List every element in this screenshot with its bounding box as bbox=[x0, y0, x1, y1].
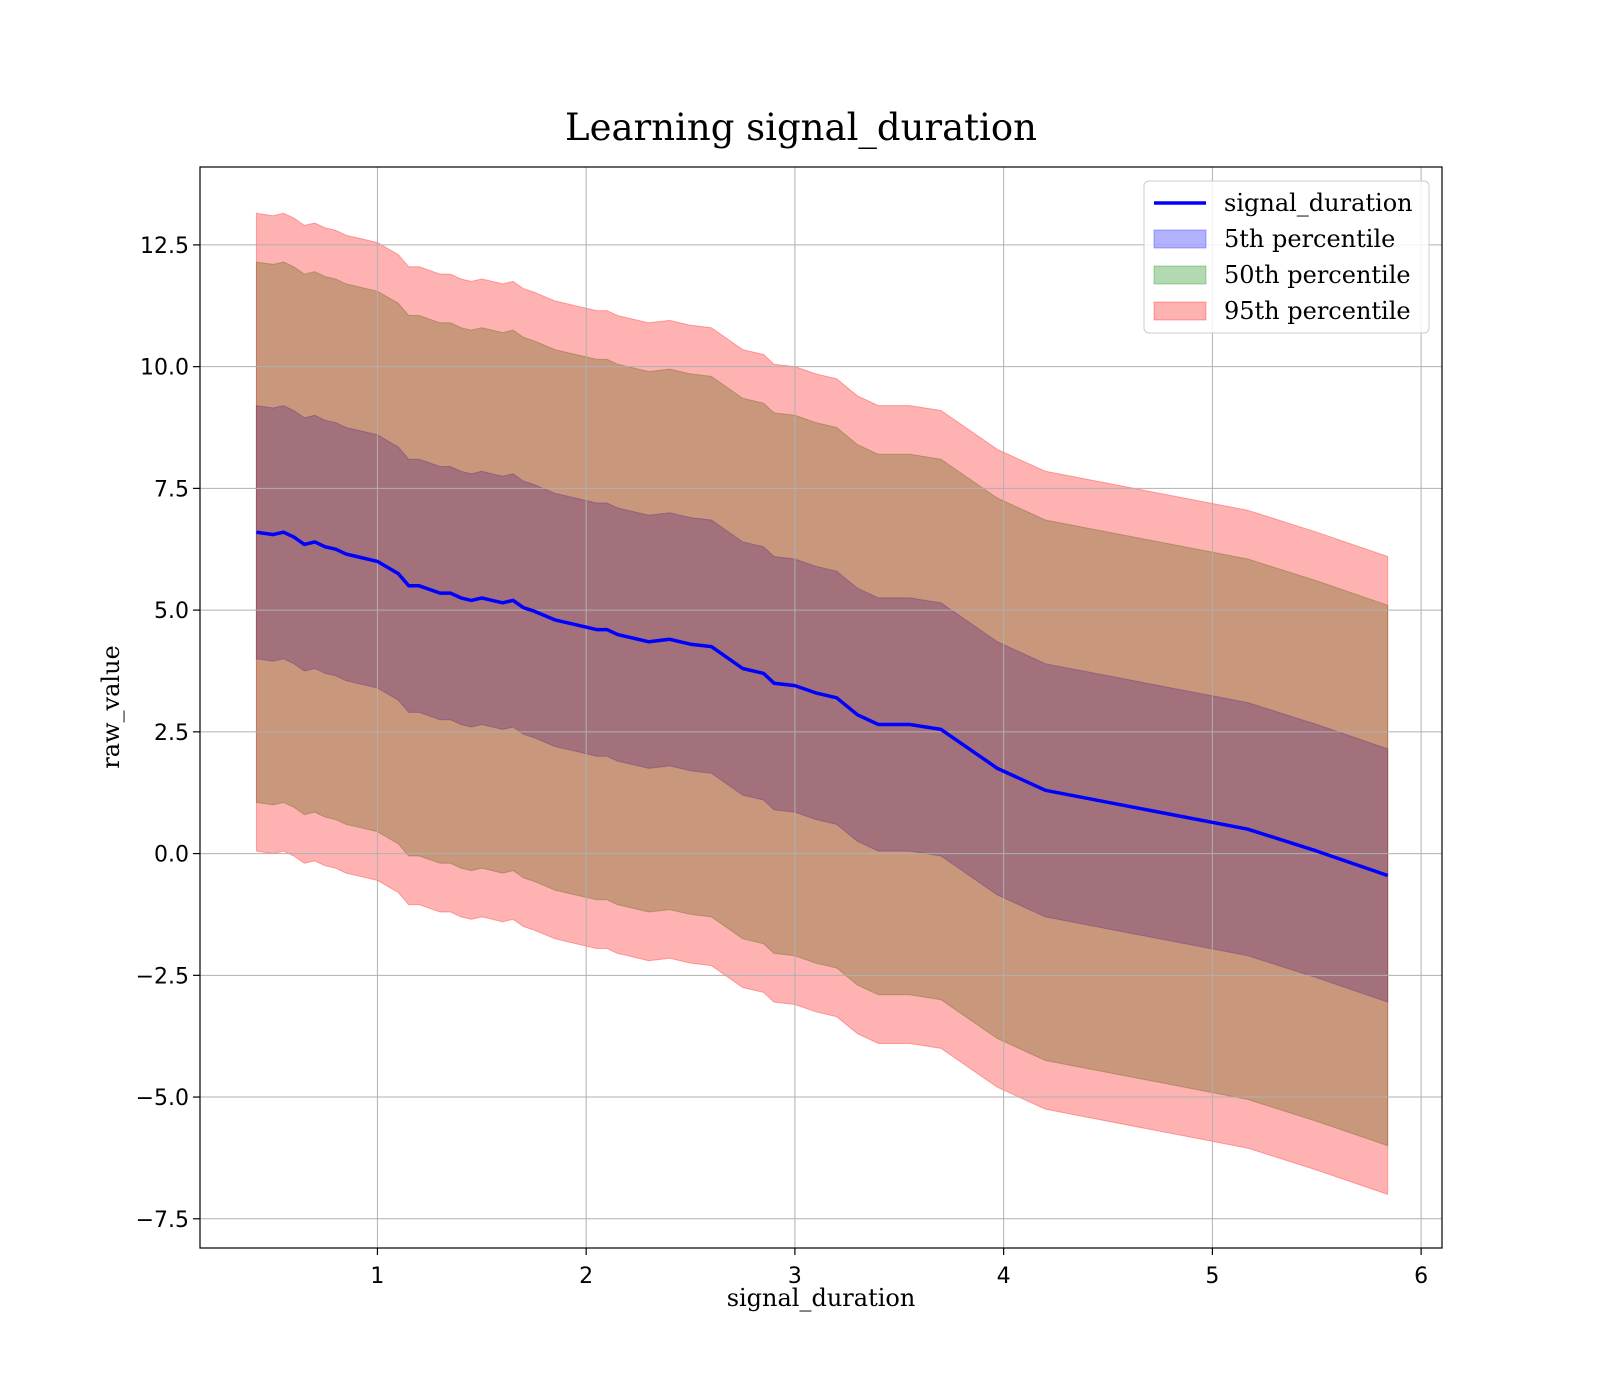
x-axis-label: signal_duration bbox=[727, 1284, 916, 1312]
grid bbox=[200, 167, 1442, 1248]
legend: signal_duration 5th percentile 50th percen… bbox=[1143, 180, 1430, 334]
legend-swatch-50th-percentile bbox=[1153, 265, 1207, 285]
x-tick-label: 5 bbox=[1205, 1264, 1219, 1289]
y-tick-label: 5.0 bbox=[154, 599, 189, 624]
series-line-layer bbox=[256, 530, 1389, 878]
legend-label-signal-duration: signal_duration bbox=[1224, 189, 1413, 217]
legend-label-50th-percentile: 50th percentile bbox=[1224, 261, 1411, 289]
legend-label-5th-percentile: 5th percentile bbox=[1224, 225, 1395, 253]
x-tick-label: 2 bbox=[579, 1264, 593, 1289]
percentile-bands bbox=[255, 212, 1389, 1196]
y-axis-label: raw_value bbox=[97, 645, 125, 769]
y-tick-label: 7.5 bbox=[154, 477, 189, 502]
y-tick-label: 10.0 bbox=[140, 356, 189, 381]
y-tick-label: 0.0 bbox=[154, 843, 189, 868]
legend-swatch-95th-percentile bbox=[1153, 301, 1207, 321]
legend-label-95th-percentile: 95th percentile bbox=[1224, 297, 1411, 325]
band-95th-percentile bbox=[255, 212, 1389, 1196]
x-tick-label: 6 bbox=[1414, 1264, 1428, 1289]
plot-frame bbox=[199, 166, 1443, 1249]
band-50th-percentile bbox=[255, 261, 1389, 1147]
x-tick-label: 3 bbox=[788, 1264, 802, 1289]
x-tick-label: 1 bbox=[370, 1264, 384, 1289]
x-tick-label: 4 bbox=[997, 1264, 1011, 1289]
y-tick-label: −7.5 bbox=[136, 1208, 189, 1233]
y-tick-label: −5.0 bbox=[136, 1086, 189, 1111]
y-tick-label: −2.5 bbox=[136, 964, 189, 989]
ticks: 1 2 3 4 5 6 −7.5 −5.0 −2.5 0.0 2.5 5.0 7.5 10.0 12.5 bbox=[136, 234, 1429, 1289]
legend-box bbox=[1143, 180, 1430, 334]
y-tick-label: 2.5 bbox=[154, 721, 189, 746]
series-line-signal-duration bbox=[256, 530, 1389, 878]
band-5th-percentile bbox=[255, 405, 1389, 1003]
y-tick-label: 12.5 bbox=[140, 234, 189, 259]
chart-title: Learning signal_duration bbox=[565, 106, 1037, 150]
legend-swatch-5th-percentile bbox=[1153, 229, 1207, 249]
